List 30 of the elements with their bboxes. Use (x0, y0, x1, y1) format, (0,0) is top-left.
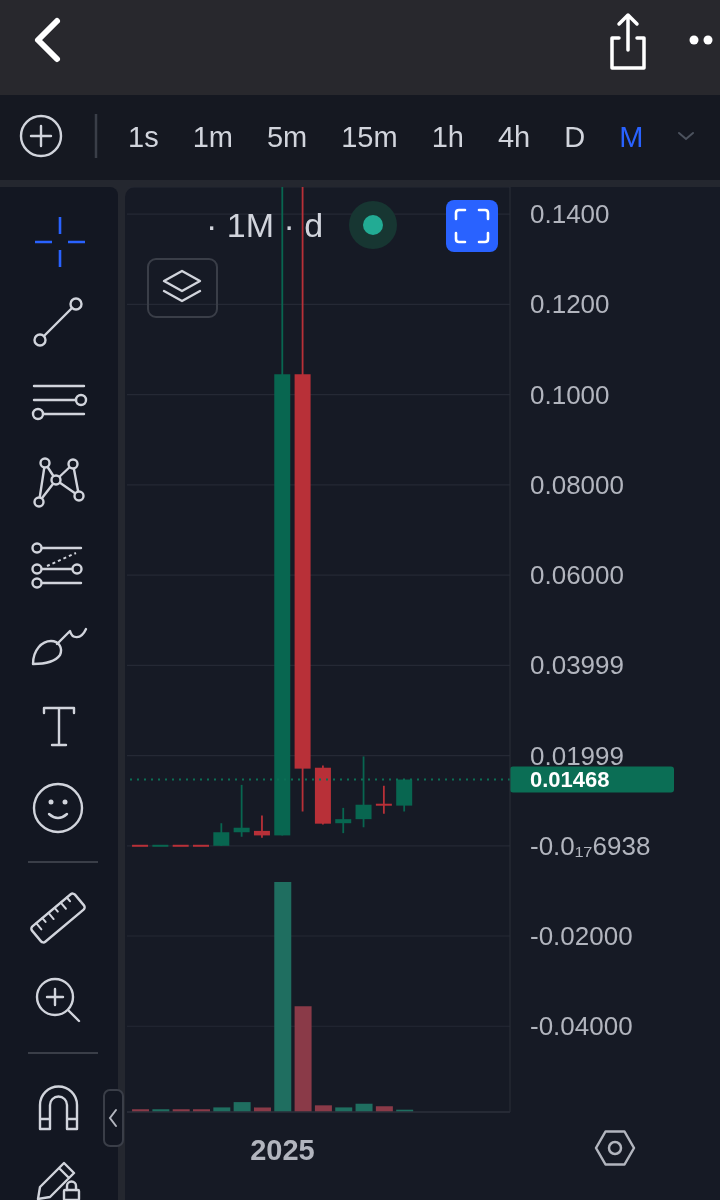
y-tick-label: 0.03999 (530, 650, 624, 681)
y-tick-label: 0.1200 (530, 289, 610, 320)
text: 1s (128, 121, 159, 154)
text: D (564, 121, 586, 154)
candlestick (335, 806, 352, 835)
candlestick (213, 822, 230, 847)
candlestick (172, 844, 189, 847)
bar (294, 1006, 312, 1112)
candlestick (152, 844, 169, 847)
y-tick-label: 0.08000 (530, 469, 624, 500)
bar (274, 882, 292, 1112)
y-tick-label: 0.1000 (530, 379, 610, 410)
text: 1h (431, 121, 464, 154)
text: M (619, 121, 644, 154)
y-tick-label: -0.04000 (530, 1011, 633, 1042)
y-tick-label: 0.1400 (530, 199, 610, 230)
text: · 1M · d (206, 205, 324, 245)
text: 4h (497, 121, 531, 154)
bar (314, 1105, 332, 1112)
candlestick (375, 784, 392, 815)
text: 1m (192, 121, 233, 154)
text: 15m (341, 121, 398, 154)
candlestick (193, 844, 209, 847)
x-tick-label: 2025 (250, 1134, 315, 1167)
text: 5m (266, 121, 308, 154)
bar (233, 1102, 251, 1112)
candlestick (132, 844, 149, 847)
y-tick-label: 0.06000 (530, 560, 624, 591)
y-tick-label: -0.0₁₇6938 (530, 830, 651, 861)
y-tick-label: -0.02000 (530, 921, 633, 952)
